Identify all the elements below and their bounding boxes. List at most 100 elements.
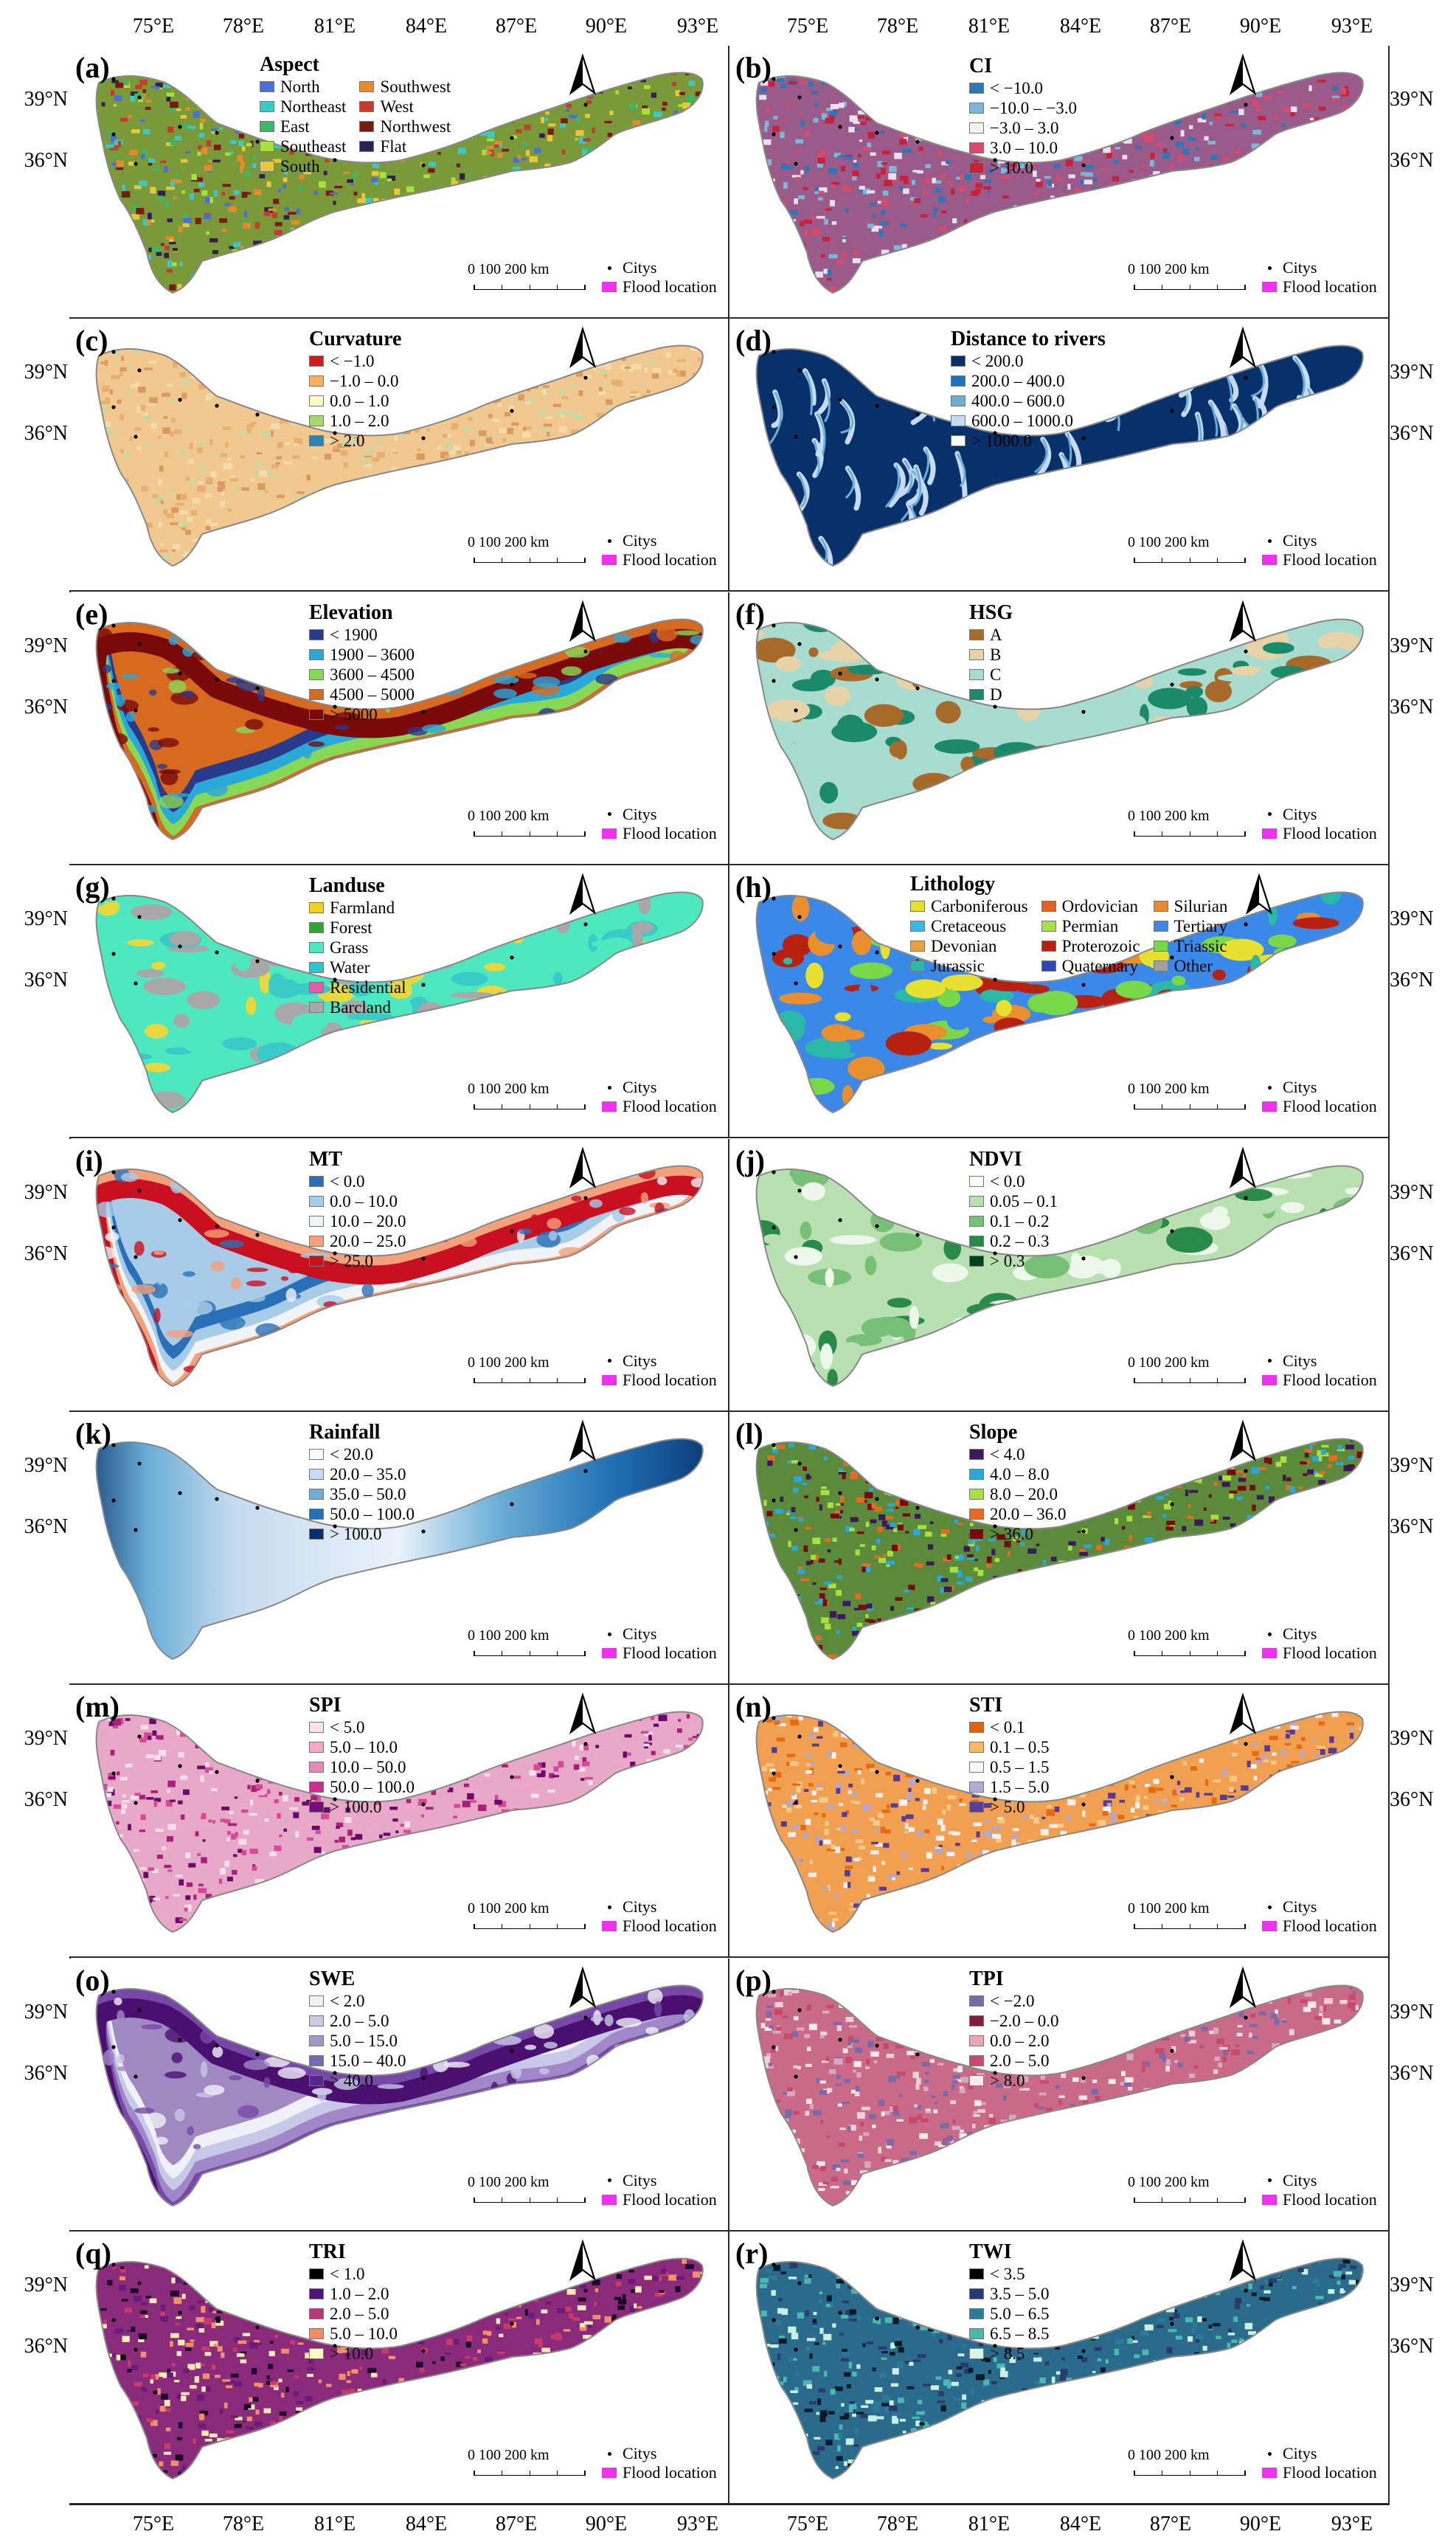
- raster-patch: [1072, 676, 1110, 685]
- raster-cell: [901, 1487, 906, 1491]
- raster-cell: [205, 394, 214, 399]
- raster-cell: [224, 203, 231, 207]
- raster-cell: [552, 458, 558, 464]
- legend-item: −10.0 – −3.0: [969, 98, 1077, 118]
- raster-patch: [469, 661, 482, 677]
- city-dot: [510, 682, 514, 687]
- raster-cell: [625, 205, 634, 212]
- raster-cell: [694, 484, 703, 488]
- raster-patch: [1351, 789, 1363, 795]
- raster-cell: [1279, 230, 1284, 233]
- legend-title: Rainfall: [309, 1421, 381, 1444]
- raster-cell: [695, 183, 703, 186]
- raster-cell: [166, 142, 174, 146]
- raster-patch: [496, 769, 524, 779]
- raster-cell: [822, 1599, 828, 1607]
- raster-patch: [891, 1096, 923, 1113]
- raster-patch: [246, 1280, 267, 1287]
- raster-cell: [1125, 1486, 1131, 1490]
- raster-cell: [333, 285, 342, 291]
- raster-cell: [467, 223, 471, 226]
- raster-patch: [648, 652, 673, 658]
- raster-cell: [652, 499, 658, 506]
- legend-item: 35.0 – 50.0: [309, 1484, 415, 1504]
- raster-patch: [1075, 1069, 1105, 1090]
- raster-patch: [308, 741, 325, 747]
- raster-cell: [526, 482, 533, 489]
- raster-cell: [336, 544, 345, 548]
- raster-cell: [424, 249, 429, 254]
- raster-cell: [415, 472, 421, 479]
- raster-patch: [124, 1053, 153, 1061]
- raster-cell: [456, 78, 461, 86]
- raster-patch: [1106, 1205, 1125, 1231]
- raster-cell: [1252, 213, 1261, 221]
- raster-cell: [254, 189, 262, 195]
- raster-cell: [468, 208, 472, 214]
- raster-cell: [1134, 145, 1142, 150]
- raster-patch: [245, 719, 264, 730]
- raster-cell: [842, 101, 847, 107]
- raster-cell: [423, 505, 433, 510]
- raster-cell: [345, 242, 352, 246]
- raster-cell: [892, 177, 897, 183]
- city-dot: [875, 950, 879, 955]
- raster-cell: [1332, 219, 1337, 225]
- raster-cell: [695, 384, 703, 388]
- raster-cell: [974, 235, 984, 241]
- raster-cell: [875, 226, 883, 229]
- raster-cell: [689, 490, 698, 493]
- raster-cell: [867, 224, 874, 229]
- raster-patch: [1262, 985, 1285, 1006]
- raster-patch: [840, 1341, 862, 1356]
- raster-cell: [122, 277, 125, 283]
- raster-cell: [376, 452, 385, 458]
- raster-cell: [977, 257, 986, 261]
- river-buffer: [893, 541, 906, 567]
- raster-cell: [490, 97, 499, 103]
- raster-cell: [1162, 199, 1168, 204]
- raster-cell: [1292, 1543, 1298, 1546]
- raster-patch: [349, 981, 372, 997]
- raster-cell: [1038, 1611, 1044, 1619]
- raster-cell: [1251, 186, 1260, 191]
- raster-cell: [845, 208, 849, 213]
- raster-cell: [468, 72, 476, 77]
- legend-swatch: [1153, 921, 1168, 932]
- raster-cell: [1305, 1449, 1313, 1453]
- river-buffer: [1099, 513, 1123, 559]
- scale-label: 0 100 200 km: [1128, 807, 1210, 824]
- raster-patch: [774, 1011, 806, 1035]
- river-line: [904, 460, 913, 494]
- raster-cell: [430, 234, 438, 241]
- raster-cell: [1155, 142, 1162, 147]
- raster-cell: [164, 246, 170, 251]
- raster-cell: [1336, 136, 1342, 142]
- raster-cell: [148, 247, 152, 252]
- city-dot: [1081, 436, 1086, 440]
- raster-cell: [491, 419, 500, 423]
- legend-label: Southwest: [380, 77, 451, 96]
- raster-cell: [150, 219, 155, 223]
- city-dot: [333, 158, 337, 162]
- raster-cell: [574, 237, 583, 243]
- raster-patch: [1072, 662, 1104, 681]
- raster-cell: [1185, 1444, 1193, 1450]
- raster-cell: [700, 461, 703, 467]
- raster-cell: [816, 1497, 819, 1502]
- raster-cell: [110, 135, 117, 142]
- raster-cell: [238, 558, 247, 562]
- raster-cell: [815, 271, 823, 278]
- raster-cell: [815, 1635, 822, 1641]
- raster-cell: [945, 121, 954, 125]
- raster-cell: [1073, 1572, 1083, 1577]
- raster-patch: [114, 1324, 142, 1334]
- river-line: [1103, 541, 1117, 567]
- legend: NDVI < 0.0 0.05 – 0.1 0.1 – 0.2 0.2 – 0.3 > 0…: [969, 1148, 1058, 1271]
- legend-swatch: [260, 141, 274, 152]
- raster-patch: [1299, 725, 1322, 738]
- raster-cell: [767, 1637, 772, 1644]
- river-line: [1305, 420, 1319, 459]
- raster-patch: [421, 1094, 455, 1113]
- raster-cell: [356, 544, 361, 550]
